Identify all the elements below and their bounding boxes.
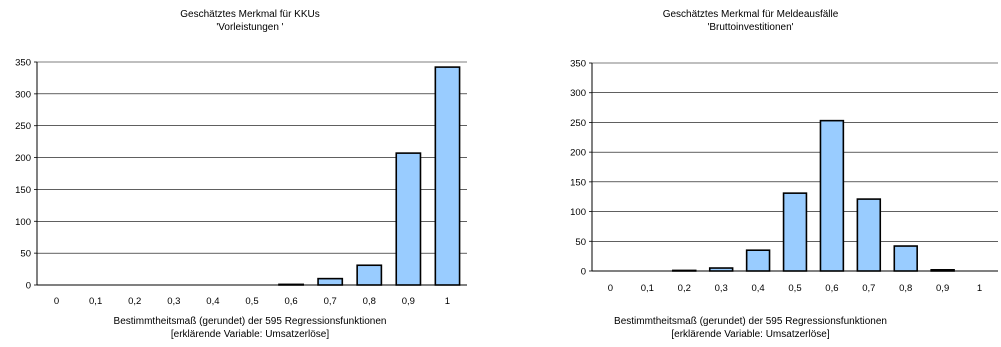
bar	[894, 246, 917, 271]
bar	[435, 67, 459, 285]
y-tick-label: 0	[26, 281, 31, 292]
bar	[318, 279, 342, 285]
y-tick-label: 100	[570, 207, 586, 218]
x-tick-label: 0,6	[825, 283, 838, 294]
x-tick-label: 0,7	[324, 296, 337, 307]
x-tick-label: 0,1	[641, 283, 654, 294]
x-tick-label: 0,3	[167, 296, 180, 307]
bar	[396, 153, 420, 285]
y-tick-label: 50	[575, 237, 586, 248]
y-tick-label: 50	[20, 249, 31, 260]
x-tick-label: 0,6	[284, 296, 297, 307]
x-tick-label: 0,8	[899, 283, 912, 294]
bar-chart-right: 0 50 100 150 200 250 300 350 0 0,1 0,2 0,3 0,4 0,5 0,6…	[500, 0, 1001, 347]
y-tick-label: 250	[15, 121, 31, 132]
bar	[820, 121, 843, 271]
bar	[857, 199, 880, 271]
x-tick-label: 0,1	[89, 296, 102, 307]
y-tick-label: 350	[15, 58, 31, 69]
y-tick-label: 150	[570, 177, 586, 188]
x-tick-label: 0,2	[128, 296, 141, 307]
chart-panel-left: Geschätztes Merkmal für KKUs 'Vorleistun…	[0, 0, 500, 347]
y-tick-label: 250	[570, 118, 586, 129]
x-tick-label: 0,9	[936, 283, 949, 294]
x-tick-label: 0,7	[862, 283, 875, 294]
x-tick-label: 0,5	[245, 296, 258, 307]
y-tick-label: 300	[570, 88, 586, 99]
x-tick-label: 0,2	[678, 283, 691, 294]
x-axis-label-line2: [erklärende Variable: Umsatzerlöse]	[0, 329, 500, 341]
x-tick-label: 1	[445, 296, 450, 307]
x-axis-label-line2: [erklärende Variable: Umsatzerlöse]	[500, 329, 1001, 341]
y-tick-label: 200	[570, 148, 586, 159]
y-tick-label: 0	[581, 267, 586, 278]
x-tick-label: 0	[608, 283, 613, 294]
x-tick-label: 0,8	[363, 296, 376, 307]
x-tick-label: 0	[54, 296, 59, 307]
y-tick-label: 100	[15, 217, 31, 228]
x-axis-label-line1: Bestimmtheitsmaß (gerundet) der 595 Regr…	[0, 316, 500, 328]
x-tick-label: 0,4	[751, 283, 764, 294]
bar	[784, 193, 807, 271]
x-axis-label-line1: Bestimmtheitsmaß (gerundet) der 595 Regr…	[500, 316, 1001, 328]
chart-panel-right: Geschätztes Merkmal für Meldeausfälle 'B…	[500, 0, 1001, 347]
y-tick-label: 300	[15, 89, 31, 100]
x-tick-label: 0,4	[206, 296, 219, 307]
y-tick-label: 150	[15, 185, 31, 196]
x-tick-label: 0,3	[715, 283, 728, 294]
bar	[747, 250, 770, 271]
x-tick-label: 0,5	[788, 283, 801, 294]
bar	[357, 265, 381, 285]
y-tick-label: 200	[15, 153, 31, 164]
y-tick-label: 350	[570, 59, 586, 70]
bar-chart-left: 0 50 100 150 200 250 300 350 0 0,1 0,2 0,3 0,4 0,5 0,6…	[0, 0, 500, 347]
x-tick-label: 1	[977, 283, 982, 294]
x-tick-label: 0,9	[402, 296, 415, 307]
